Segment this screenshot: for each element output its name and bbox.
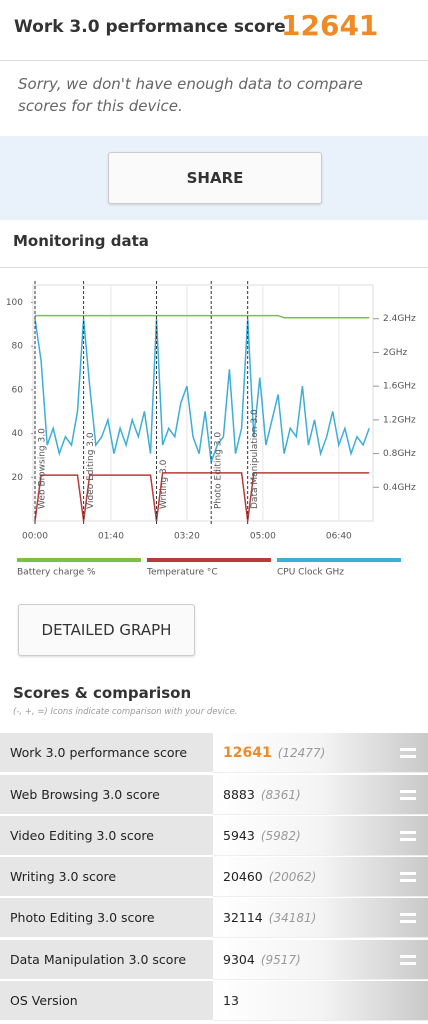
score-name: Data Manipulation 3.0 score — [0, 940, 213, 980]
score-name: OS Version — [0, 981, 213, 1021]
y-tick-label: 80 — [12, 342, 24, 352]
score-name: Photo Editing 3.0 score — [0, 898, 213, 938]
comparison-icon — [400, 831, 416, 841]
icon-bar — [400, 872, 416, 875]
score-compare: (20062) — [268, 869, 317, 884]
score-name: Work 3.0 performance score — [0, 733, 213, 773]
icon-bar — [400, 838, 416, 841]
icon-bar — [400, 955, 416, 958]
icon-bar — [400, 748, 416, 751]
divider — [0, 267, 428, 268]
score-cell: 13 — [213, 981, 428, 1021]
comparison-icon — [400, 748, 416, 758]
legend-label: Battery charge % — [17, 568, 96, 578]
icon-bar — [400, 797, 416, 800]
score-cell: 20460 (20062) — [213, 857, 428, 897]
score-name: Web Browsing 3.0 score — [0, 775, 213, 815]
score-name: Video Editing 3.0 score — [0, 816, 213, 856]
scores-title: Scores & comparison — [13, 684, 192, 702]
x-tick-label: 00:00 — [22, 532, 48, 542]
score-cell: 32114 (34181) — [213, 898, 428, 938]
legend-swatch — [17, 558, 141, 562]
series-line — [35, 314, 370, 319]
phase-label: Photo Editing 3.0 — [214, 432, 224, 509]
icon-bar — [400, 962, 416, 965]
score-value: 8883 — [223, 787, 255, 802]
score-row: Writing 3.0 score 20460 (20062) — [0, 857, 428, 897]
score-name: Writing 3.0 score — [0, 857, 213, 897]
y2-tick-label: 1.6GHz — [383, 382, 416, 392]
score-value: 13 — [223, 993, 239, 1008]
score-value: 9304 — [223, 952, 255, 967]
y-tick-label: 100 — [6, 298, 23, 308]
y2-tick-label: 2GHz — [383, 348, 407, 358]
score-cell: 9304 (9517) — [213, 940, 428, 980]
header-score: 12641 — [281, 9, 379, 42]
legend-label: Temperature °C — [146, 568, 218, 578]
score-value: 32114 — [223, 910, 263, 925]
comparison-icon — [400, 913, 416, 923]
icon-bar — [400, 920, 416, 923]
x-tick-label: 05:00 — [250, 532, 276, 542]
phase-label: Video Editing 3.0 — [86, 432, 96, 509]
phase-label: Writing 3.0 — [159, 459, 169, 509]
phase-label: Data Manipulation 3.0 — [250, 409, 260, 509]
score-cell: 5943 (5982) — [213, 816, 428, 856]
score-compare: (5982) — [260, 828, 301, 843]
chart: 00:00 01:40 03:20 05:00 06:40 20 40 60 80 100 0.4G… — [6, 281, 416, 578]
y-tick-label: 20 — [12, 473, 24, 483]
score-row: Web Browsing 3.0 score 8883 (8361) — [0, 775, 428, 815]
y2-tick-label: 1.2GHz — [383, 415, 416, 425]
score-row: Work 3.0 performance score 12641 (12477) — [0, 733, 428, 773]
score-compare: (12477) — [277, 745, 326, 760]
header-title: Work 3.0 performance score — [14, 17, 286, 37]
x-tick-label: 06:40 — [326, 532, 352, 542]
legend-swatch — [147, 558, 271, 562]
scores-subtitle: (-, +, =) Icons indicate comparison with… — [13, 707, 238, 717]
icon-bar — [400, 831, 416, 834]
comparison-icon — [400, 790, 416, 800]
icon-bar — [400, 755, 416, 758]
score-cell: 12641 (12477) — [213, 733, 428, 773]
y-tick-label: 60 — [12, 385, 24, 395]
plot-frame — [32, 284, 374, 522]
legend-label: CPU Clock GHz — [277, 568, 344, 578]
comparison-icon — [400, 872, 416, 882]
header: Work 3.0 performance score 12641 — [0, 0, 428, 61]
message: Sorry, we don't have enough data to comp… — [18, 75, 363, 115]
legend-swatch — [277, 558, 401, 562]
x-tick-label: 03:20 — [174, 532, 200, 542]
y-tick-label: 40 — [12, 429, 24, 439]
y2-tick-label: 0.8GHz — [383, 449, 416, 459]
score-row: Photo Editing 3.0 score 32114 (34181) — [0, 898, 428, 938]
monitoring-title: Monitoring data — [13, 232, 149, 250]
icon-bar — [400, 879, 416, 882]
score-row: Data Manipulation 3.0 score 9304 (9517) — [0, 940, 428, 980]
icon-bar — [400, 913, 416, 916]
comparison-icon — [400, 955, 416, 965]
phase-label: Web Browsing 3.0 — [38, 428, 48, 509]
y2-tick-label: 2.4GHz — [383, 314, 416, 324]
score-value: 12641 — [223, 744, 272, 761]
x-tick-label: 01:40 — [98, 532, 124, 542]
score-compare: (34181) — [268, 910, 317, 925]
score-compare: (8361) — [260, 787, 301, 802]
series-line — [34, 318, 370, 463]
score-cell: 8883 (8361) — [213, 775, 428, 815]
icon-bar — [400, 790, 416, 793]
score-compare: (9517) — [260, 952, 301, 967]
detailed-graph-button[interactable]: DETAILED GRAPH — [18, 604, 195, 656]
series-line — [34, 472, 370, 522]
score-value: 5943 — [223, 828, 255, 843]
score-row: Video Editing 3.0 score 5943 (5982) — [0, 816, 428, 856]
share-button[interactable]: SHARE — [108, 152, 322, 204]
score-row: OS Version 13 — [0, 981, 428, 1021]
y2-tick-label: 0.4GHz — [383, 483, 416, 493]
score-value: 20460 — [223, 869, 263, 884]
